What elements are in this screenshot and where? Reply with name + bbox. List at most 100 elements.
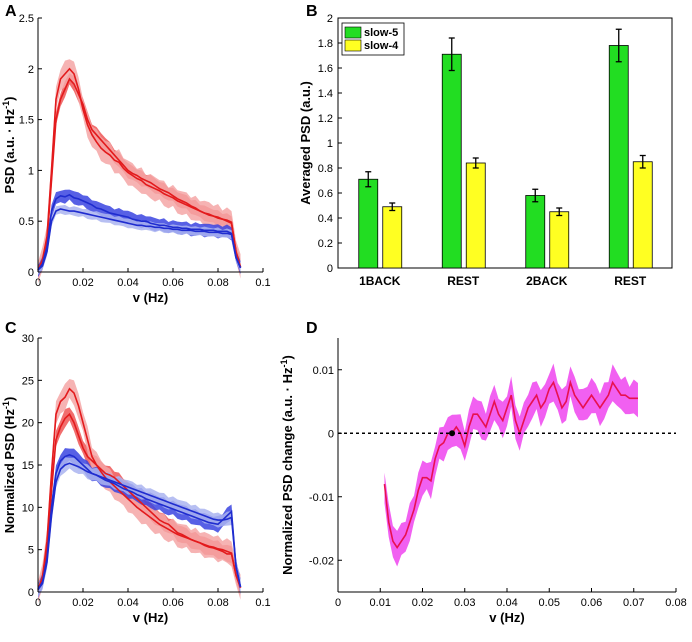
- band-red-light: [38, 378, 241, 604]
- y-tick-label: 25: [22, 375, 34, 387]
- y-tick-label: 2: [327, 13, 333, 25]
- x-tick-label: 0.06: [162, 277, 183, 289]
- x-tick-label: 0.02: [72, 597, 93, 609]
- panel-label: D: [306, 320, 318, 337]
- y-axis-label: Averaged PSD (a.u.): [298, 81, 313, 205]
- x-tick-label: 0.02: [412, 597, 433, 609]
- marker-point: [449, 430, 456, 437]
- ylabel-text: Normalized PSD (Hz: [2, 409, 17, 534]
- x-tick-label: 0.02: [72, 277, 93, 289]
- y-tick-label: 0: [28, 587, 34, 599]
- y-tick-label: 1.8: [318, 38, 333, 50]
- ylabel-text: Averaged PSD (a.u.): [298, 81, 313, 205]
- y-tick-label: 1: [327, 138, 333, 150]
- y-tick-label: 0.5: [19, 216, 34, 228]
- panel-b: 1BACK REST 2BACK REST 0 0.2 0.4 0.6 0.8 1 1.2 1.4 1.…: [298, 3, 673, 288]
- panel-label: C: [5, 320, 17, 337]
- y-tick-label: 0.2: [318, 238, 333, 250]
- legend-label-slow-4: slow-4: [364, 40, 399, 52]
- y-tick-label: 2.5: [19, 13, 34, 25]
- y-tick-label: 1.5: [19, 115, 34, 127]
- bar-slow-4: [465, 162, 486, 269]
- y-tick-label: -0.02: [309, 555, 334, 567]
- y-tick-label: 20: [22, 418, 34, 430]
- category-label: 1BACK: [359, 274, 401, 288]
- line-blue-light: [37, 462, 242, 590]
- bar-slow-5: [608, 45, 629, 269]
- y-tick-label: 0: [28, 267, 34, 279]
- band-blue-light: [38, 457, 241, 598]
- x-tick-label: 0.05: [539, 597, 560, 609]
- line-red-light: [37, 387, 242, 590]
- y-tick-label: 1.2: [318, 113, 333, 125]
- x-tick-label: 0.08: [665, 597, 686, 609]
- y-tick-label: 0: [328, 428, 334, 440]
- y-tick-label: 2: [28, 64, 34, 76]
- x-axis-label: v (Hz): [133, 610, 168, 625]
- ylabel-close: ): [280, 355, 295, 359]
- x-tick-label: 0.1: [255, 597, 270, 609]
- panel-c: 0 0.02 0.04 0.06 0.08 0.1 0 5 10 15 20 25 30 v (Hz) No…: [1, 320, 271, 625]
- ylabel-superscript: -1: [1, 101, 11, 109]
- y-tick-label: 10: [22, 502, 34, 514]
- y-axis-label: PSD (a.u. · Hz-1): [1, 97, 17, 194]
- x-tick-label: 0: [35, 597, 41, 609]
- line-change: [383, 379, 638, 549]
- bar-slow-5: [525, 195, 546, 269]
- line-red-dark: [37, 412, 242, 590]
- ylabel-superscript: -1: [1, 401, 11, 409]
- bar-slow-4: [382, 206, 403, 269]
- y-tick-label: 0.8: [318, 163, 333, 175]
- bar-slow-4: [632, 161, 653, 269]
- y-tick-label: 30: [22, 333, 34, 345]
- x-tick-label: 0.08: [207, 277, 228, 289]
- category-label: REST: [447, 274, 480, 288]
- ylabel-close: ): [2, 397, 17, 401]
- line-red-light: [37, 67, 242, 271]
- band-change: [384, 363, 638, 567]
- panel-label: B: [306, 3, 318, 20]
- y-tick-label: -0.01: [309, 492, 334, 504]
- x-axis-label: v (Hz): [133, 290, 168, 305]
- x-tick-label: 0.06: [581, 597, 602, 609]
- band-blue-light: [38, 204, 241, 276]
- x-tick-label: 0.07: [623, 597, 644, 609]
- x-tick-label: 0.06: [162, 597, 183, 609]
- y-tick-label: 15: [22, 460, 34, 472]
- y-axis-label: Normalized PSD (Hz-1): [1, 397, 17, 534]
- panel-d: 0 0.01 0.02 0.03 0.04 0.05 0.06 0.07 0.08 -0.02 -0…: [279, 320, 687, 625]
- legend-swatch-slow-5: [344, 26, 362, 39]
- line-blue-light: [37, 208, 242, 271]
- panel-a: 0 0.02 0.04 0.06 0.08 0.1 0 0.5 1 1.5 2 2.5 v (Hz) PS…: [1, 3, 271, 305]
- legend-label-slow-5: slow-5: [364, 27, 398, 39]
- band-red-light: [38, 59, 241, 284]
- y-tick-label: 1.4: [318, 88, 333, 100]
- ylabel-text: Normalized PSD change (a.u. · Hz: [280, 367, 295, 575]
- legend-swatch-slow-4: [344, 39, 362, 52]
- y-tick-label: 1.6: [318, 63, 333, 75]
- band-blue-dark: [38, 448, 241, 598]
- x-tick-label: 0.04: [496, 597, 517, 609]
- x-axis-label: v (Hz): [489, 610, 524, 625]
- y-tick-label: 1: [28, 165, 34, 177]
- x-tick-label: 0.08: [207, 597, 228, 609]
- x-tick-label: 0: [335, 597, 341, 609]
- y-axis-label: Normalized PSD change (a.u. · Hz-1): [279, 355, 295, 575]
- x-tick-label: 0: [35, 277, 41, 289]
- panel-label: A: [5, 3, 17, 20]
- x-tick-label: 0.01: [370, 597, 391, 609]
- y-tick-label: 0.6: [318, 188, 333, 200]
- ylabel-close: ): [2, 97, 17, 101]
- line-blue-dark: [37, 453, 242, 590]
- x-tick-label: 0.04: [117, 597, 138, 609]
- ylabel-text: PSD (a.u. · Hz: [2, 108, 17, 193]
- category-label: REST: [614, 274, 647, 288]
- x-tick-label: 0.03: [454, 597, 475, 609]
- bar-slow-5: [441, 53, 462, 269]
- x-tick-label: 0.1: [255, 277, 270, 289]
- category-label: 2BACK: [526, 274, 568, 288]
- bar-slow-4: [549, 211, 570, 269]
- ylabel-superscript: -1: [279, 360, 289, 368]
- y-tick-label: 5: [28, 545, 34, 557]
